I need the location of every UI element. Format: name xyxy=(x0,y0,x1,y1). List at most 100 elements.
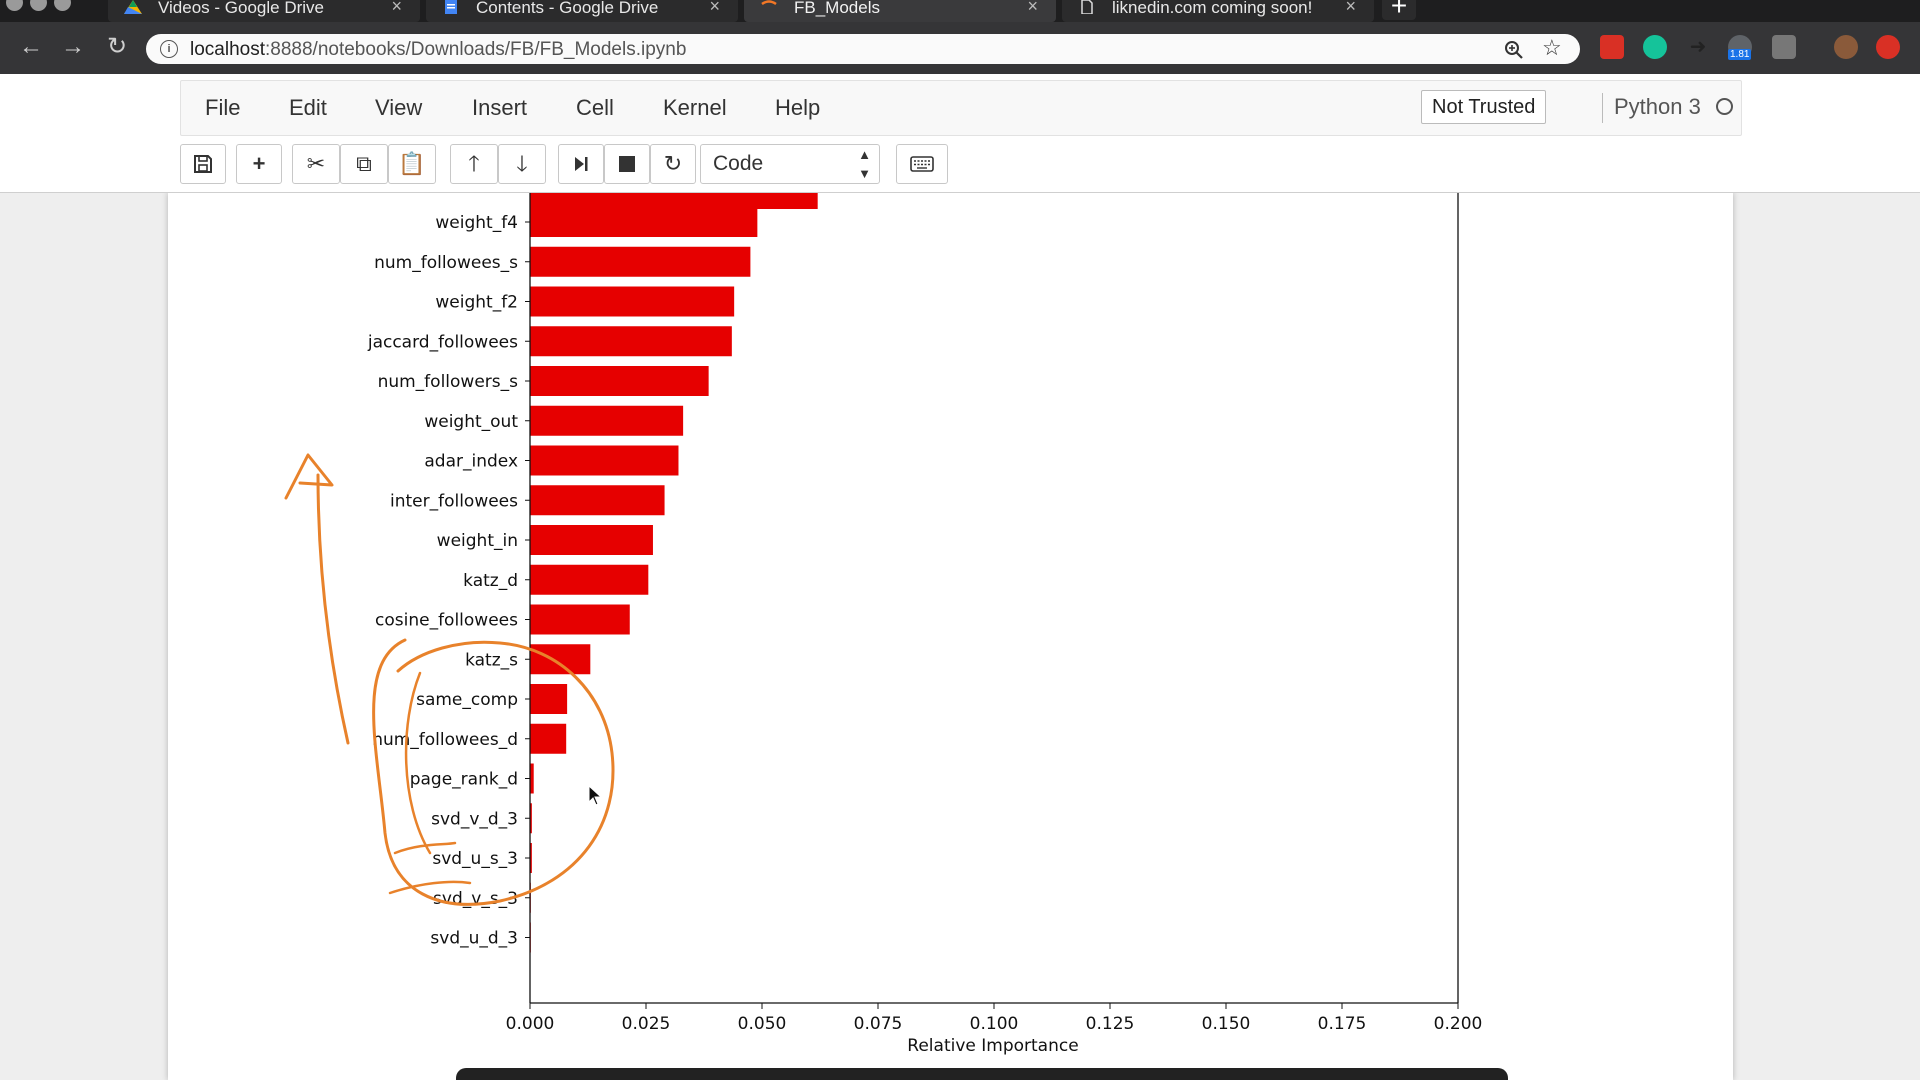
restart-button[interactable]: ↻ xyxy=(650,144,696,184)
f-extension-icon[interactable] xyxy=(1772,35,1796,59)
gmail-extension-icon[interactable] xyxy=(1600,35,1624,59)
y-tick-label: same_comp xyxy=(416,690,518,710)
maximize-window-button[interactable] xyxy=(54,0,71,11)
menubar: File Edit View Insert Cell Kernel Help N… xyxy=(180,80,1742,136)
copy-button[interactable]: ⧉ xyxy=(340,144,388,184)
paste-button[interactable]: 📋 xyxy=(388,144,436,184)
y-tick-label: num_followees_s xyxy=(374,253,518,273)
close-tab-icon[interactable]: × xyxy=(1345,0,1356,16)
run-button[interactable] xyxy=(558,144,604,184)
x-tick-label: 0.000 xyxy=(506,1014,555,1034)
save-button[interactable] xyxy=(180,144,226,184)
bar-num_followers_s xyxy=(530,366,709,396)
y-tick-label: weight_in xyxy=(437,531,518,551)
zoom-icon[interactable] xyxy=(1504,40,1524,60)
kernel-idle-icon xyxy=(1716,98,1733,115)
y-tick-label: jaccard_followees xyxy=(367,332,518,352)
notebook-header: File Edit View Insert Cell Kernel Help N… xyxy=(0,74,1920,193)
new-tab-button[interactable]: + xyxy=(1382,0,1416,20)
move-down-icon: 🡓 xyxy=(516,151,528,176)
back-icon[interactable]: ← xyxy=(19,33,43,60)
y-tick-label: svd_v_d_3 xyxy=(431,809,518,829)
bar-weight_f2 xyxy=(530,286,735,317)
copy-icon: ⧉ xyxy=(356,151,372,176)
bar-cosine_followees xyxy=(530,604,630,635)
x-tick-label: 0.200 xyxy=(1434,1014,1483,1034)
x-tick-label: 0.100 xyxy=(970,1014,1019,1034)
plus-icon: + xyxy=(252,151,266,176)
y-tick-label: inter_followees xyxy=(390,491,518,511)
cell-type-select[interactable]: Code ▲ ▼ xyxy=(700,144,880,184)
address-bar[interactable]: i localhost:8888/notebooks/Downloads/FB/… xyxy=(146,34,1580,64)
move-up-icon: 🡑 xyxy=(468,151,480,176)
bar-weight_in xyxy=(530,525,653,555)
menu-file[interactable]: File xyxy=(205,95,241,120)
paste-icon: 📋 xyxy=(398,151,426,176)
badge-extension-icon[interactable]: 1.81 xyxy=(1728,35,1752,60)
kernel-name: Python 3 xyxy=(1614,94,1701,119)
menu-edit[interactable]: Edit xyxy=(289,95,327,120)
reload-icon[interactable]: ↻ xyxy=(106,33,128,60)
bars-group xyxy=(530,193,818,953)
x-tick-label: 0.150 xyxy=(1202,1014,1251,1034)
bar-weight_f4 xyxy=(530,207,758,237)
y-tick-label: num_followers_s xyxy=(378,372,519,392)
interrupt-button[interactable] xyxy=(604,144,650,184)
y-tick-label: katz_d xyxy=(463,571,518,591)
cut-button[interactable]: ✂ xyxy=(292,144,340,184)
close-tab-icon[interactable]: × xyxy=(391,0,402,16)
cut-icon: ✂ xyxy=(306,151,326,176)
restart-icon: ↻ xyxy=(663,151,683,176)
menu-view[interactable]: View xyxy=(375,95,423,120)
forward-icon[interactable]: → xyxy=(61,33,85,60)
tab-title: liknedin.com coming soon! xyxy=(1112,0,1313,17)
x-tick-label: 0.175 xyxy=(1318,1014,1367,1034)
bar-same_comp xyxy=(530,684,568,714)
url-text: localhost:8888/notebooks/Downloads/FB/FB… xyxy=(190,39,686,61)
browser-tab-fb-models[interactable]: FB_Models × xyxy=(744,0,1056,22)
x-tick-label: 0.025 xyxy=(622,1014,671,1034)
close-tab-icon[interactable]: × xyxy=(709,0,720,16)
feature-importance-chart: weight_f4 num_followees_s weight_f2jaccard… xyxy=(367,193,1483,1056)
y-tick-label: svd_u_d_3 xyxy=(430,929,518,949)
menu-insert[interactable]: Insert xyxy=(472,95,528,120)
close-tab-icon[interactable]: × xyxy=(1027,0,1038,16)
google-docs-icon xyxy=(445,0,457,14)
run-icon xyxy=(575,157,588,171)
y-tick-label: katz_s xyxy=(465,650,518,670)
url-path: :8888/notebooks/Downloads/FB/FB_Models.i… xyxy=(265,39,687,60)
bar-weight_out xyxy=(530,405,684,436)
menu-cell[interactable]: Cell xyxy=(576,95,614,120)
avatar[interactable] xyxy=(1834,35,1858,59)
browser-tab-videos[interactable]: Videos - Google Drive × xyxy=(108,0,420,22)
mouse-cursor-icon xyxy=(588,785,603,806)
browser-tab-linkedin[interactable]: liknedin.com coming soon! × xyxy=(1062,0,1374,22)
command-palette-button[interactable] xyxy=(896,144,948,184)
x-tick-label: 0.075 xyxy=(854,1014,903,1034)
browser-tab-contents[interactable]: Contents - Google Drive × xyxy=(426,0,738,22)
bar-partial-top xyxy=(530,193,818,209)
menu-kernel[interactable]: Kernel xyxy=(663,95,727,120)
close-window-button[interactable] xyxy=(6,0,23,11)
move-up-button[interactable]: 🡑 xyxy=(450,144,498,184)
info-icon[interactable]: i xyxy=(160,40,178,58)
x-tick-label: 0.125 xyxy=(1086,1014,1135,1034)
move-down-button[interactable]: 🡓 xyxy=(498,144,546,184)
not-trusted-button[interactable]: Not Trusted xyxy=(1421,90,1547,124)
keyboard-icon xyxy=(910,156,934,172)
update-icon[interactable] xyxy=(1876,35,1900,59)
bookmark-star-icon[interactable]: ☆ xyxy=(1542,35,1562,60)
insert-cell-button[interactable]: + xyxy=(236,144,282,184)
y-tick-label: weight_f4 xyxy=(435,213,518,233)
grammarly-extension-icon[interactable] xyxy=(1643,35,1667,59)
select-arrows-icon: ▲ ▼ xyxy=(858,147,871,181)
y-tick-label: svd_u_s_3 xyxy=(432,849,518,869)
menu-help[interactable]: Help xyxy=(775,95,821,120)
y-tick-label: page_rank_d xyxy=(410,770,518,790)
notebook-content: weight_f4 num_followees_s weight_f2 jaccard… xyxy=(0,193,1920,1080)
x-axis: 0.000 0.025 0.050 0.075 0.100 0.125 0.150 0.175… xyxy=(506,193,1483,1034)
minimize-window-button[interactable] xyxy=(30,0,47,11)
stop-icon xyxy=(619,156,635,172)
y-tick-labels: weight_f4 num_followees_s weight_f2jaccard… xyxy=(367,213,530,949)
share-extension-icon[interactable]: ➜ xyxy=(1689,36,1707,58)
